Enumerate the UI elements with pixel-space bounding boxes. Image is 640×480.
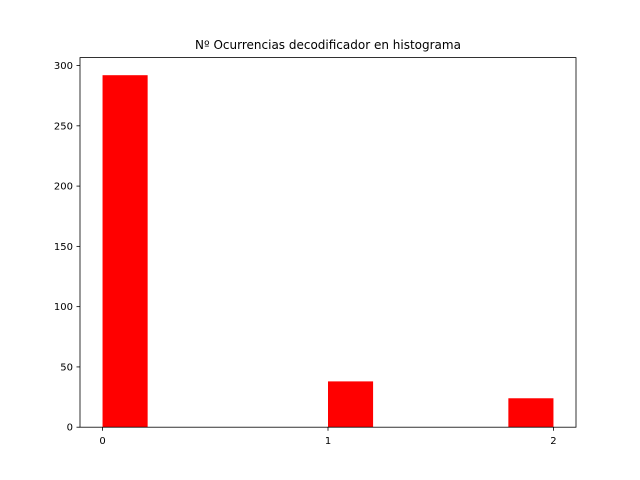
histogram-bar-0 — [102, 75, 148, 428]
y-tick-label-5: 250 — [54, 121, 73, 132]
y-tick-label-0: 0 — [67, 423, 73, 434]
x-axis-ticks: 0 1 2 — [99, 427, 557, 447]
y-tick-label-6: 300 — [54, 61, 73, 72]
chart-title: Nº Ocurrencias decodificador en histogra… — [195, 38, 461, 52]
y-tick-label-3: 150 — [54, 242, 73, 253]
y-tick-label-1: 50 — [60, 362, 73, 373]
axes-frame — [79, 57, 577, 428]
y-tick-label-4: 200 — [54, 182, 73, 193]
x-tick-label-1: 1 — [325, 436, 331, 447]
y-tick-label-2: 100 — [54, 302, 73, 313]
bars-group — [102, 75, 554, 428]
histogram-bar-1 — [328, 381, 374, 428]
histogram-bar-2 — [508, 398, 554, 428]
x-tick-label-2: 2 — [550, 436, 556, 447]
y-axis-ticks: 0 50 100 150 200 250 300 — [54, 61, 80, 434]
x-tick-label-0: 0 — [99, 436, 105, 447]
